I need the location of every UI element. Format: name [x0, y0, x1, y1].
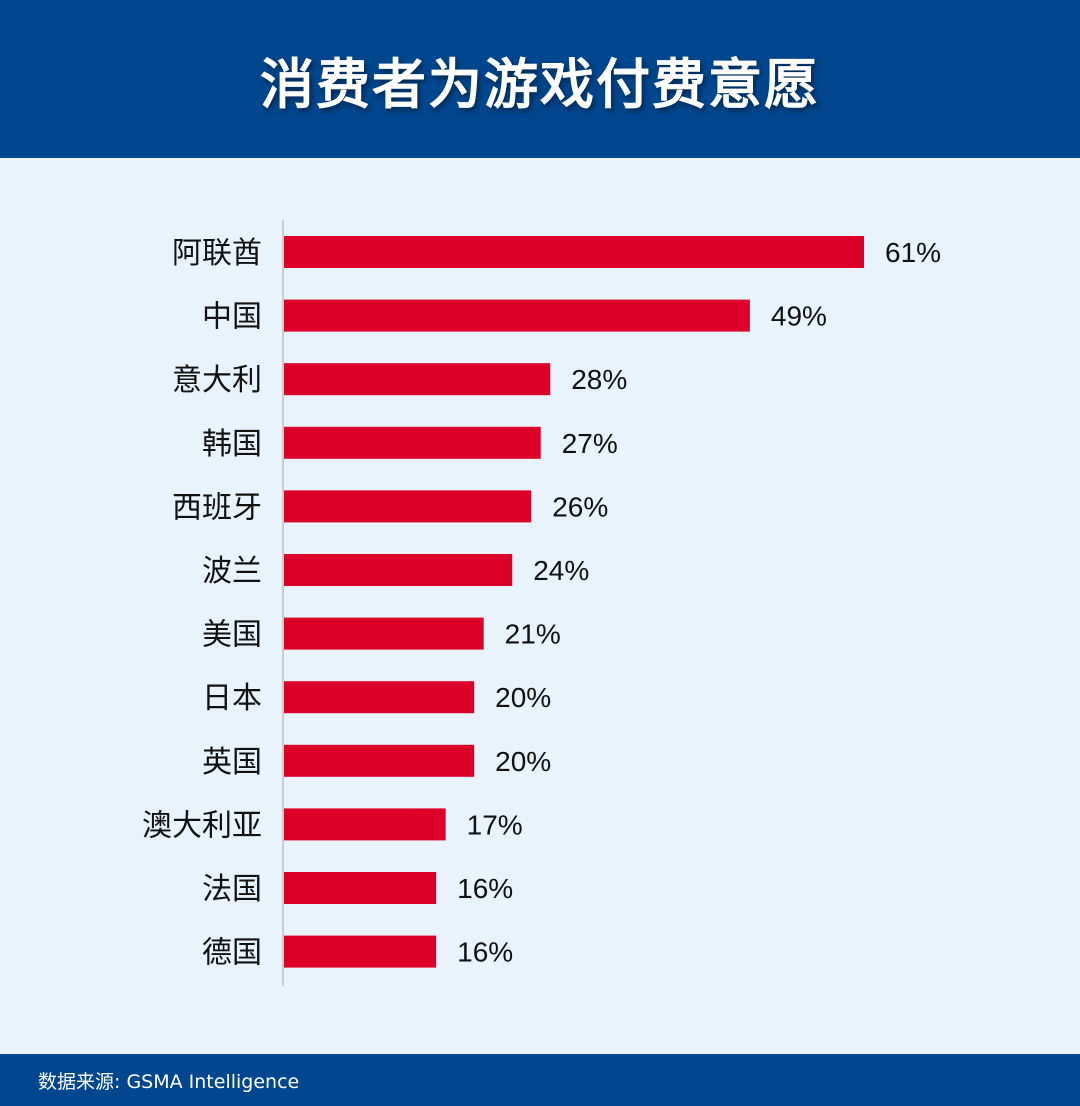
category-label: 澳大利亚 [142, 808, 262, 843]
value-label: 28% [571, 364, 627, 395]
category-label: 英国 [202, 745, 262, 780]
category-label: 意大利 [172, 363, 262, 398]
category-label: 阿联酋 [172, 236, 262, 271]
bar [284, 490, 532, 523]
bar [284, 617, 484, 650]
category-label: 韩国 [202, 427, 262, 462]
bar-chart: 阿联酋 61% 中国 49% 意大利 28% 韩国 27% 西班牙 26% 波兰 24% 美国 21% 日本… [142, 220, 941, 986]
value-label: 21% [505, 619, 561, 650]
value-label: 49% [771, 301, 827, 332]
header-banner: 消费者为游戏付费意愿 [0, 0, 1080, 158]
category-label: 日本 [202, 681, 262, 716]
value-label: 16% [457, 873, 513, 904]
category-label: 美国 [202, 618, 262, 653]
chart-title: 消费者为游戏付费意愿 [260, 52, 820, 116]
category-label: 法国 [202, 872, 262, 907]
footer-bar: 数据来源: GSMA Intelligence [0, 1054, 1080, 1106]
value-label: 17% [467, 809, 523, 840]
bar [284, 299, 750, 332]
bar [284, 554, 513, 586]
value-label: 24% [533, 555, 589, 586]
value-label: 20% [495, 746, 551, 777]
bar [284, 872, 437, 904]
category-label: 波兰 [202, 554, 262, 589]
value-label: 27% [562, 428, 618, 459]
category-label: 西班牙 [172, 490, 262, 525]
value-label: 61% [885, 237, 941, 268]
value-label: 16% [457, 937, 513, 968]
bar [284, 681, 475, 714]
source-note: 数据来源: GSMA Intelligence [38, 1070, 300, 1093]
bar [284, 935, 437, 968]
bar [284, 744, 475, 777]
category-label: 中国 [202, 300, 262, 335]
value-label: 26% [552, 491, 608, 522]
chart-area: 阿联酋 61% 中国 49% 意大利 28% 韩国 27% 西班牙 26% 波兰 24% 美国 21% 日本… [0, 158, 1080, 1054]
bar [284, 363, 551, 396]
bar [284, 236, 864, 268]
value-label: 20% [495, 682, 551, 713]
category-label: 德国 [202, 936, 262, 971]
bar [284, 426, 541, 459]
bar [284, 808, 446, 841]
